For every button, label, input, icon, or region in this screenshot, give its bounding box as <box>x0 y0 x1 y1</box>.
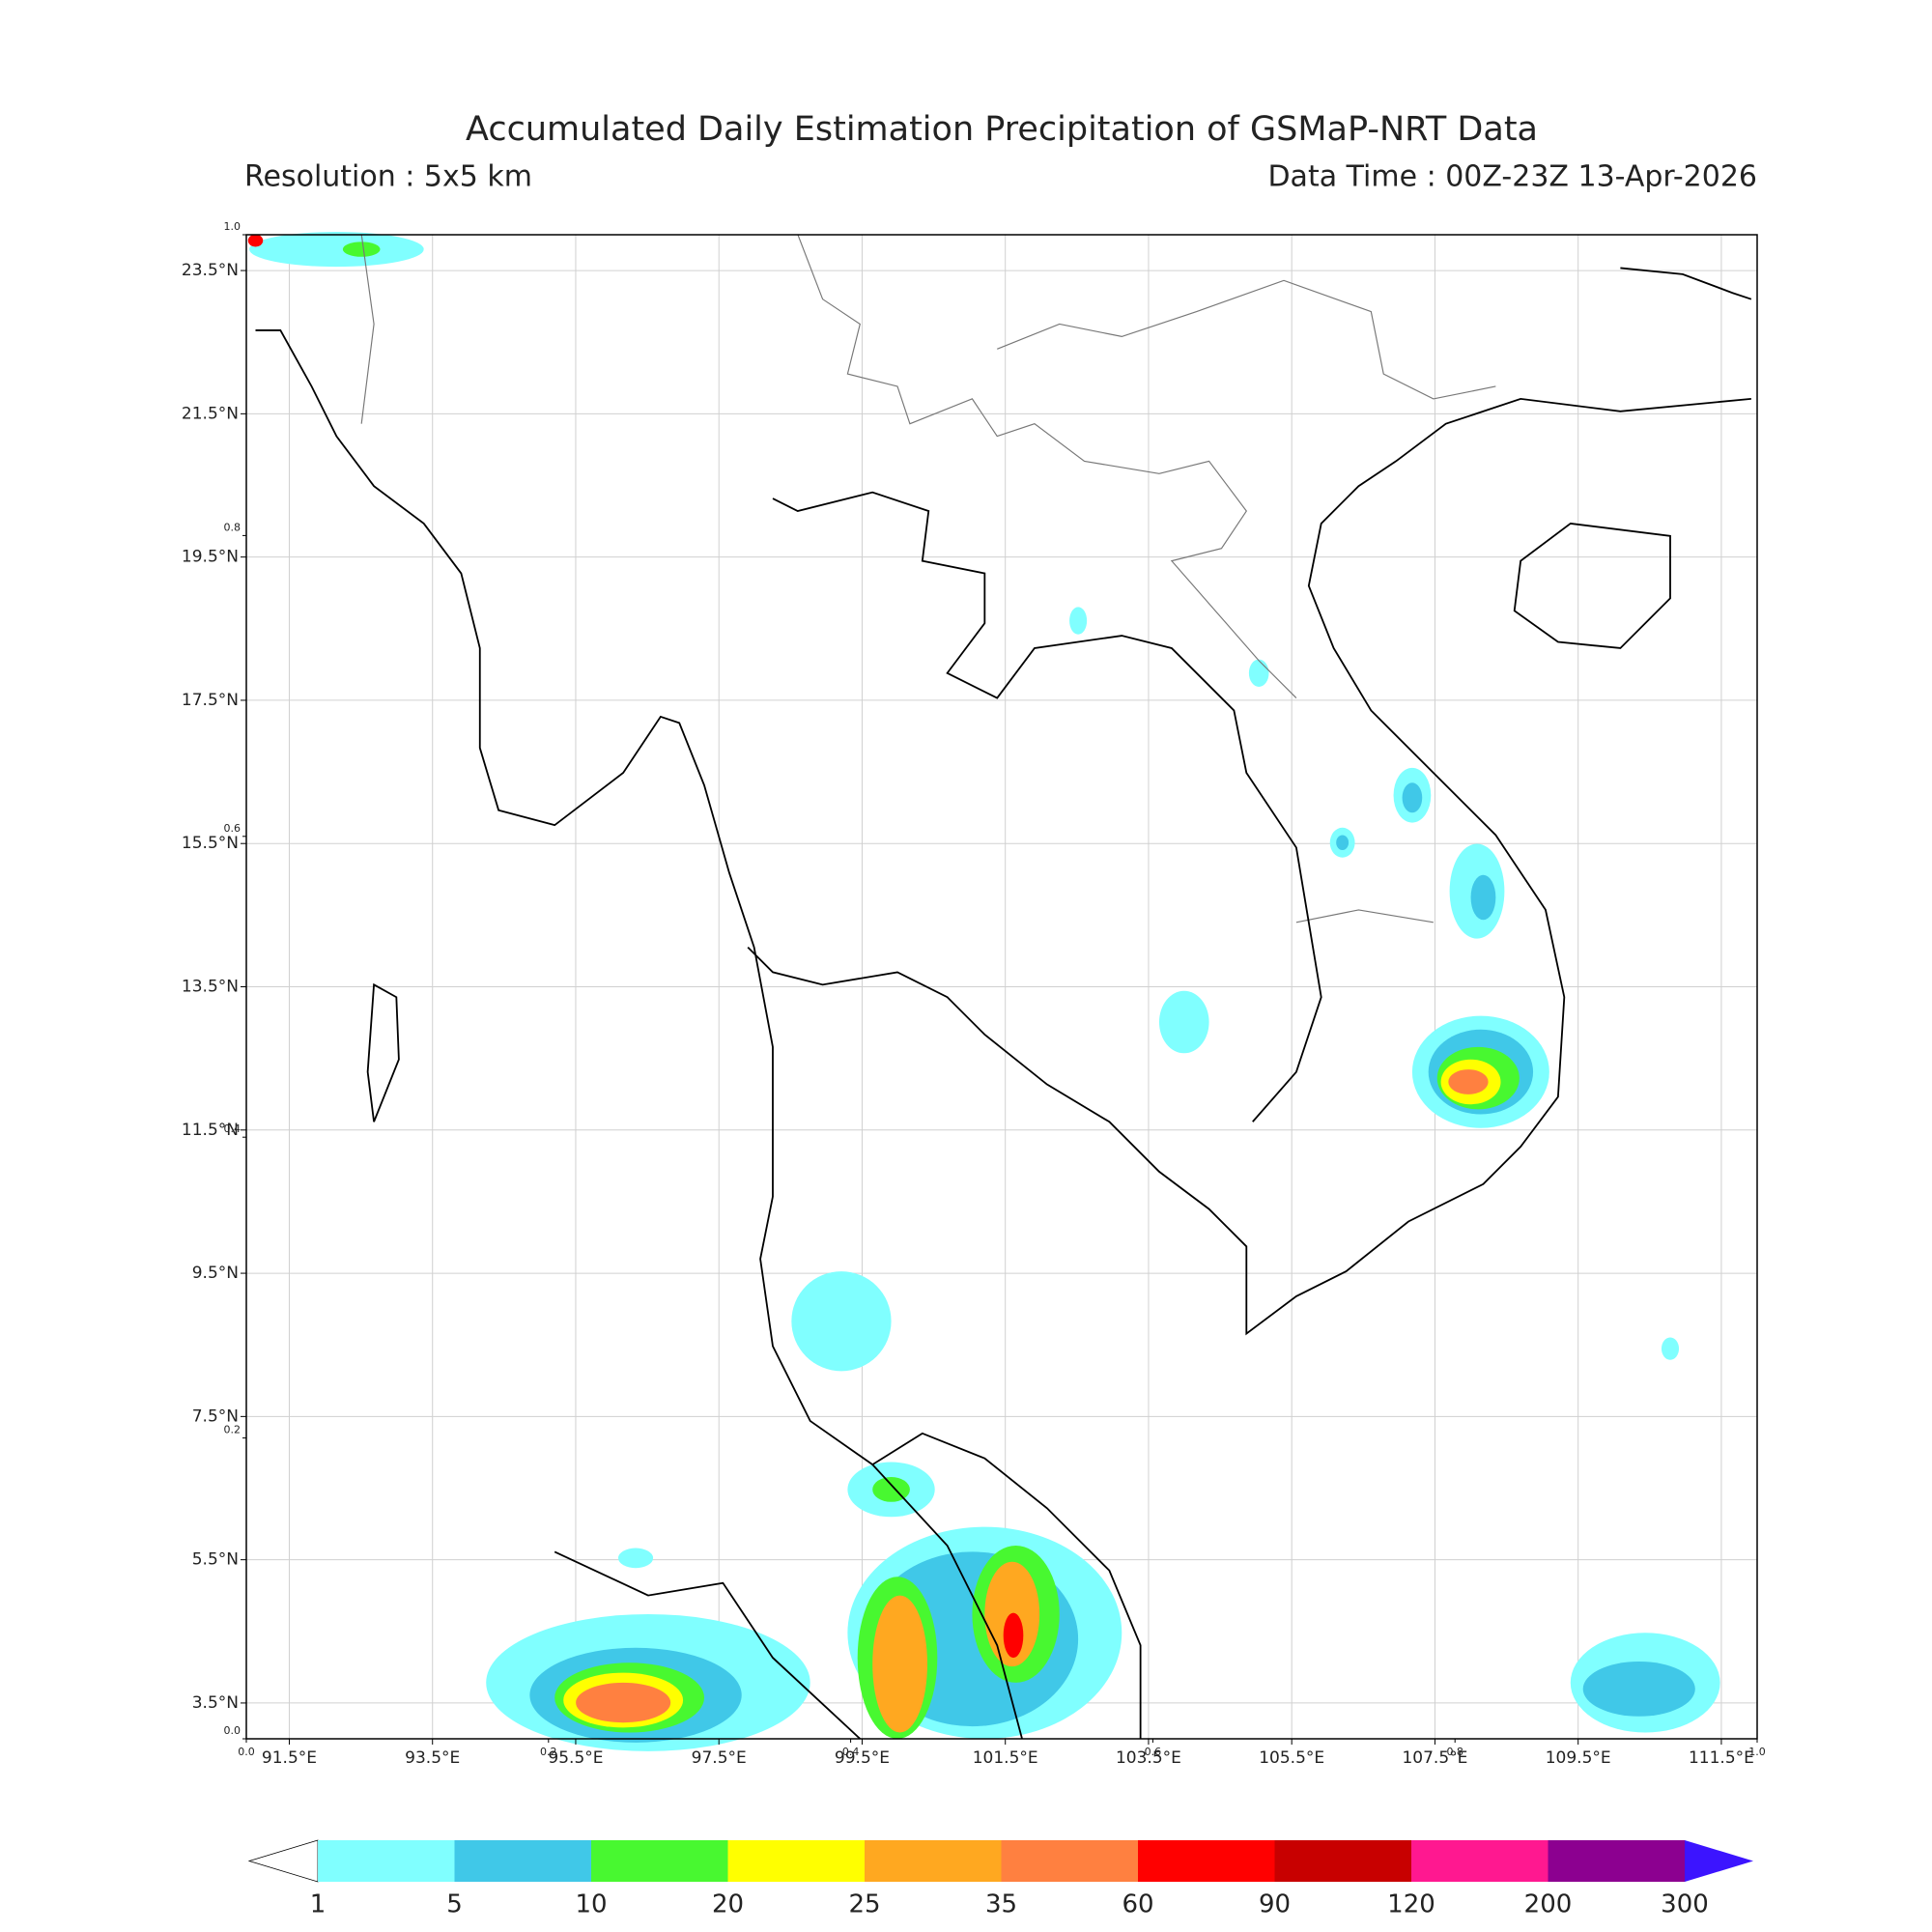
colorbar-swatch <box>1274 1840 1412 1882</box>
colorbar-swatch <box>591 1840 728 1882</box>
rain-area <box>1470 874 1496 921</box>
x-tick-label: 93.5°E <box>405 1748 460 1768</box>
colorbar-over <box>1685 1840 1753 1882</box>
frame-y-tick-label: 0.2 <box>224 1424 242 1436</box>
frame-x-tick-label: 0.2 <box>540 1746 557 1758</box>
x-tick-label: 101.5°E <box>973 1748 1038 1768</box>
y-tick-label: 3.5°N <box>192 1693 239 1713</box>
colorbar-swatch <box>1138 1840 1275 1882</box>
rain-area <box>791 1271 892 1372</box>
x-tick-label: 111.5°E <box>1689 1748 1754 1768</box>
frame-y-tick-label: 1.0 <box>224 220 242 233</box>
rain-area <box>576 1682 671 1723</box>
map-title: Accumulated Daily Estimation Precipitati… <box>466 110 1538 149</box>
rain-area <box>1661 1337 1680 1360</box>
rain-area <box>1402 782 1423 813</box>
y-tick-label: 5.5°N <box>192 1550 239 1570</box>
colorbar-swatch <box>454 1840 592 1882</box>
x-tick-label: 97.5°E <box>692 1748 747 1768</box>
colorbar: 1 5 10 20 25 35 60 90 120 200 300 <box>247 1839 1753 1919</box>
colorbar-label: 1 <box>310 1890 327 1919</box>
colorbar-label: 35 <box>985 1890 1017 1919</box>
frame-y-tick-label: 0.4 <box>224 1122 242 1135</box>
y-tick-label: 7.5°N <box>192 1406 239 1426</box>
rain-area <box>617 1548 654 1569</box>
x-tick-label: 99.5°E <box>835 1748 890 1768</box>
rain-area <box>1003 1612 1024 1659</box>
colorbar-label: 25 <box>848 1890 880 1919</box>
colorbar-swatch <box>1411 1840 1548 1882</box>
axes: 91.5°E 93.5°E 95.5°E 97.5°E 99.5°E 101.5°E 103… <box>182 220 1766 1768</box>
colorbar-label: 120 <box>1387 1890 1435 1919</box>
x-tick-label: 105.5°E <box>1259 1748 1324 1768</box>
x-tick-label: 103.5°E <box>1116 1748 1181 1768</box>
colorbar-label: 5 <box>446 1890 463 1919</box>
frame-x-tick-label: 1.0 <box>1748 1746 1766 1758</box>
frame-x-tick-label: 0.4 <box>842 1746 860 1758</box>
y-tick-label: 23.5°N <box>182 261 239 280</box>
resolution-label: Resolution : 5x5 km <box>244 160 532 194</box>
map-layer <box>247 231 1752 1751</box>
x-tick-label: 109.5°E <box>1546 1748 1611 1768</box>
y-tick-label: 11.5°N <box>182 1121 239 1140</box>
coastline <box>255 267 1752 1740</box>
frame-y-tick-label: 0.8 <box>224 521 242 533</box>
frame-x-tick-label: 0.0 <box>238 1746 255 1758</box>
x-tick-label: 107.5°E <box>1402 1748 1467 1768</box>
x-tick-label: 91.5°E <box>262 1748 317 1768</box>
grid <box>246 235 1757 1739</box>
y-tick-label: 15.5°N <box>182 834 239 853</box>
rain-area <box>1448 1069 1489 1094</box>
colorbar-swatch <box>727 1840 866 1882</box>
frame-x-tick-label: 0.8 <box>1446 1746 1463 1758</box>
rain-area <box>872 1595 927 1733</box>
colorbar-label: 300 <box>1661 1890 1709 1919</box>
rain-area <box>1336 835 1350 850</box>
x-tick-label: 95.5°E <box>548 1748 603 1768</box>
frame-x-tick-label: 0.6 <box>1145 1746 1162 1758</box>
colorbar-swatch <box>865 1840 1002 1882</box>
rain-area <box>247 234 264 247</box>
colorbar-swatch <box>318 1840 455 1882</box>
colorbar-swatch <box>1548 1840 1686 1882</box>
country-border <box>360 234 1496 923</box>
y-tick-label: 13.5°N <box>182 978 239 997</box>
colorbar-swatch <box>1001 1840 1139 1882</box>
colorbar-label: 20 <box>712 1890 744 1919</box>
rain-area <box>1069 607 1088 635</box>
colorbar-label: 10 <box>575 1890 607 1919</box>
colorbar-label: 90 <box>1259 1890 1291 1919</box>
rain-area <box>342 242 381 257</box>
rain-area <box>1248 659 1269 687</box>
y-tick-label: 21.5°N <box>182 404 239 423</box>
rain-area <box>1158 990 1209 1054</box>
y-tick-label: 17.5°N <box>182 691 239 710</box>
frame-y-tick-label: 0.6 <box>224 822 242 835</box>
colorbar-under <box>247 1839 319 1883</box>
frame-y-tick-label: 0.0 <box>224 1724 242 1737</box>
colorbar-label: 60 <box>1122 1890 1153 1919</box>
data-time-label: Data Time : 00Z-23Z 13-Apr-2026 <box>1267 160 1757 194</box>
rain-area <box>1582 1661 1695 1717</box>
rain-area <box>249 231 424 268</box>
precipitation <box>247 231 1720 1751</box>
y-tick-label: 19.5°N <box>182 548 239 567</box>
colorbar-label: 200 <box>1524 1890 1573 1919</box>
y-tick-label: 9.5°N <box>192 1264 239 1283</box>
